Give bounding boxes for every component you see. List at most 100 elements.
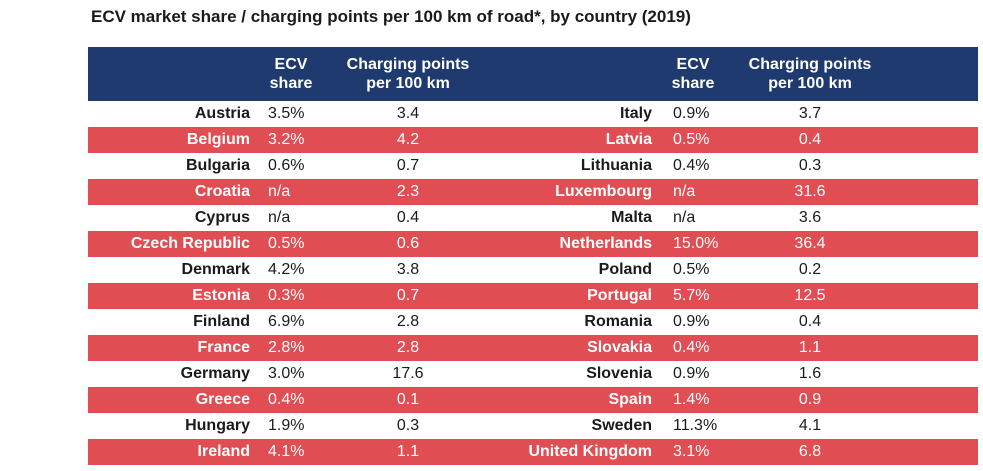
country-label: Belgium — [186, 131, 250, 148]
chart-title: ECV market share / charging points per 1… — [91, 7, 691, 26]
ecv-share-value: 3.0% — [268, 365, 305, 382]
charging-points-value: 31.6 — [794, 183, 826, 200]
country-label: Latvia — [605, 131, 652, 148]
table-row: Austria 3.5% 3.4 Italy 0.9% 3.7 — [88, 101, 978, 127]
country-label: Poland — [598, 261, 652, 278]
ecv-share-value: 1.4% — [673, 391, 710, 408]
country-label: Romania — [584, 313, 652, 330]
ecv-share-value: 1.9% — [268, 417, 305, 434]
ecv-share-value: 0.4% — [673, 157, 710, 174]
country-label: Slovenia — [586, 365, 652, 382]
table-row: Denmark 4.2% 3.8 Poland 0.5% 0.2 — [88, 257, 978, 283]
country-label: Netherlands — [559, 235, 652, 252]
country-label: Estonia — [192, 287, 250, 304]
table-row: Hungary 1.9% 0.3 Sweden 11.3% 4.1 — [88, 413, 978, 439]
table-row: Estonia 0.3% 0.7 Portugal 5.7% 12.5 — [88, 283, 978, 309]
charging-points-value: 3.7 — [798, 105, 822, 122]
country-label: Sweden — [591, 417, 652, 434]
ecv-share-value: 0.9% — [673, 105, 710, 122]
country-label: Germany — [180, 365, 250, 382]
charging-points-value: 0.7 — [396, 287, 420, 304]
table-row: France 2.8% 2.8 Slovakia 0.4% 1.1 — [88, 335, 978, 361]
country-label: Greece — [195, 391, 250, 408]
ecv-share-value: 0.4% — [268, 391, 305, 408]
table-row: Ireland 4.1% 1.1 United Kingdom 3.1% 6.8 — [88, 439, 978, 465]
ecv-share-value: 0.9% — [673, 365, 710, 382]
country-label: Bulgaria — [185, 157, 250, 174]
charging-points-value: 0.4 — [798, 313, 822, 330]
charging-points-value: 0.4 — [396, 209, 420, 226]
ecv-share-value: 15.0% — [673, 235, 719, 252]
table-row: Cyprus n/a 0.4 Malta n/a 3.6 — [88, 205, 978, 231]
country-label: Portugal — [587, 287, 652, 304]
header-charging-points-left: Charging points per 100 km — [346, 56, 470, 92]
charging-points-value: 12.5 — [794, 287, 826, 304]
table-row: Belgium 3.2% 4.2 Latvia 0.5% 0.4 — [88, 127, 978, 153]
ecv-share-value: 5.7% — [673, 287, 710, 304]
ecv-share-value: 4.2% — [268, 261, 305, 278]
charging-points-value: 3.8 — [396, 261, 420, 278]
charging-points-value: 4.1 — [798, 417, 822, 434]
charging-points-value: 2.3 — [396, 183, 420, 200]
charging-points-value: 17.6 — [392, 365, 424, 382]
charging-points-value: 0.4 — [798, 131, 822, 148]
charging-points-value: 6.8 — [798, 443, 822, 460]
country-label: Slovakia — [587, 339, 652, 356]
country-label: Czech Republic — [130, 235, 250, 252]
charging-points-value: 2.8 — [396, 313, 420, 330]
ecv-share-value: n/a — [673, 209, 696, 226]
charging-points-value: 1.1 — [396, 443, 420, 460]
table-row: Croatia n/a 2.3 Luxembourg n/a 31.6 — [88, 179, 978, 205]
country-label: Denmark — [181, 261, 250, 278]
charging-points-value: 0.2 — [798, 261, 822, 278]
ecv-share-value: n/a — [268, 183, 291, 200]
ecv-share-value: 3.1% — [673, 443, 710, 460]
table-row: Czech Republic 0.5% 0.6 Netherlands 15.0% 36.… — [88, 231, 978, 257]
ecv-share-value: 0.9% — [673, 313, 710, 330]
table-row: Finland 6.9% 2.8 Romania 0.9% 0.4 — [88, 309, 978, 335]
ecv-share-value: 3.5% — [268, 105, 305, 122]
charging-points-value: 0.7 — [396, 157, 420, 174]
ecv-share-value: 0.3% — [268, 287, 305, 304]
country-label: Ireland — [197, 443, 250, 460]
ecv-share-value: 3.2% — [268, 131, 305, 148]
table-row: Bulgaria 0.6% 0.7 Lithuania 0.4% 0.3 — [88, 153, 978, 179]
country-label: Hungary — [185, 417, 250, 434]
country-label: United Kingdom — [528, 443, 652, 460]
ecv-share-value: 0.4% — [673, 339, 710, 356]
charging-points-value: 0.3 — [396, 417, 420, 434]
charging-points-value: 0.6 — [396, 235, 420, 252]
ecv-share-value: n/a — [673, 183, 696, 200]
country-label: Finland — [193, 313, 250, 330]
ecv-share-value: 11.3% — [673, 417, 718, 434]
ecv-share-value: 0.5% — [673, 131, 710, 148]
table-row: Germany 3.0% 17.6 Slovenia 0.9% 1.6 — [88, 361, 978, 387]
ecv-share-value: 6.9% — [268, 313, 305, 330]
charging-points-value: 4.2 — [396, 131, 420, 148]
country-label: Lithuania — [580, 157, 652, 174]
country-label: Malta — [611, 209, 652, 226]
table-row: Greece 0.4% 0.1 Spain 1.4% 0.9 — [88, 387, 978, 413]
charging-points-value: 3.4 — [396, 105, 420, 122]
table-header: ECV share Charging points per 100 km ECV… — [88, 47, 978, 101]
header-ecv-share-left: ECV share — [269, 56, 313, 92]
charging-points-value: 1.6 — [798, 365, 822, 382]
charging-points-value: 0.9 — [798, 391, 822, 408]
ecv-share-value: 4.1% — [268, 443, 305, 460]
charging-points-value: 2.8 — [396, 339, 420, 356]
country-label: Austria — [194, 105, 250, 122]
charging-points-value: 36.4 — [794, 235, 826, 252]
header-charging-points-right: Charging points per 100 km — [748, 56, 872, 92]
charging-points-value: 0.1 — [396, 391, 420, 408]
country-label: Croatia — [194, 183, 250, 200]
ecv-share-value: 0.5% — [268, 235, 305, 252]
country-label: Luxembourg — [555, 183, 652, 200]
charging-points-value: 0.3 — [798, 157, 822, 174]
charging-points-value: 1.1 — [798, 339, 822, 356]
country-label: France — [197, 339, 250, 356]
charging-points-value: 3.6 — [798, 209, 822, 226]
header-ecv-share-right: ECV share — [671, 56, 715, 92]
ecv-share-value: 2.8% — [268, 339, 305, 356]
ecv-share-value: 0.6% — [268, 157, 305, 174]
ecv-share-value: n/a — [268, 209, 291, 226]
